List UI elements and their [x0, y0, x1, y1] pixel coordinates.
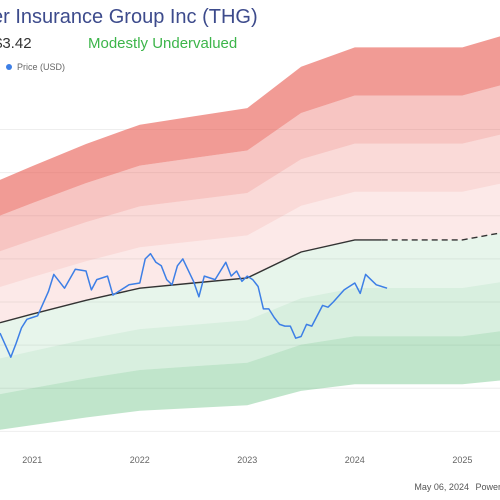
- undervalued-band-1: [0, 233, 500, 359]
- footer-date: May 06, 2024: [414, 482, 469, 492]
- x-axis-ticks: 2021 2022 2023 2024 2025: [22, 455, 472, 465]
- valuation-bands: [0, 36, 500, 430]
- x-tick-label: 2021: [22, 455, 42, 465]
- x-tick-label: 2024: [345, 455, 365, 465]
- undervalued-band-3: [0, 331, 500, 430]
- chart-lines: [0, 232, 500, 358]
- gf-value-projection-line: [381, 232, 500, 241]
- legend-dot-icon: [6, 64, 12, 70]
- current-price: $3.42: [0, 35, 32, 52]
- legend-label: Price (USD): [17, 62, 66, 72]
- chart-title: er Insurance Group Inc (THG): [0, 6, 258, 28]
- valuation-status: Modestly Undervalued: [88, 35, 238, 52]
- price-line: [0, 252, 388, 358]
- x-tick-label: 2022: [130, 455, 150, 465]
- undervalued-band-2: [0, 282, 500, 395]
- overvalued-band-3: [0, 85, 500, 252]
- chart-legend[interactable]: Price (USD): [6, 62, 65, 72]
- x-tick-label: 2023: [237, 455, 257, 465]
- footer-powered: Powere: [475, 482, 500, 492]
- x-tick-label: 2025: [452, 455, 472, 465]
- overvalued-band-4: [0, 36, 500, 216]
- chart-footer: May 06, 2024 Powere: [414, 482, 500, 492]
- overvalued-band-2: [0, 134, 500, 287]
